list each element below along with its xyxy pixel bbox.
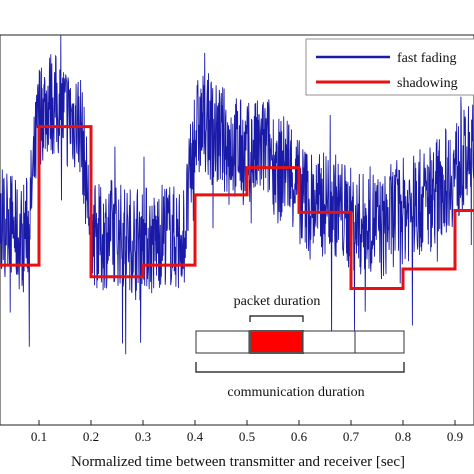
series-fast-fading [0, 34, 474, 355]
duration-annotation: packet duration communication duration [195, 294, 405, 400]
x-tick-label: 0.8 [395, 429, 411, 444]
x-tick-label: 0.2 [83, 429, 99, 444]
frame-slot-2-packet [249, 330, 304, 354]
x-tick-label: 0.3 [135, 429, 151, 444]
plot-frame [0, 34, 474, 426]
x-tick-label: 0.1 [31, 429, 47, 444]
shadowing-line [0, 125, 474, 290]
packet-duration-label: packet duration [234, 294, 321, 309]
communication-duration-brace [195, 362, 405, 373]
legend-label-fast-fading: fast fading [397, 51, 456, 66]
series-shadowing [0, 125, 474, 290]
x-tick-label: 0.9 [447, 429, 463, 444]
x-tick-label: 0.5 [239, 429, 255, 444]
communication-duration-label: communication duration [227, 385, 364, 400]
frame-slot-1 [195, 330, 250, 354]
x-tick-label: 0.7 [343, 429, 360, 444]
legend-label-shadowing: shadowing [397, 76, 458, 91]
legend-box [305, 38, 474, 96]
frame-slot-3 [302, 330, 356, 354]
x-tick-label: 0.4 [187, 429, 204, 444]
x-axis-ticks: 0.1 0.2 0.3 0.4 0.5 0.6 0.7 0.8 0.9 [31, 420, 463, 444]
x-axis-label: Normalized time between transmitter and … [71, 454, 405, 470]
legend: fast fading shadowing [305, 38, 474, 96]
x-tick-label: 0.6 [291, 429, 308, 444]
fast-fading-line [0, 34, 474, 355]
frame-slot-4 [354, 330, 405, 354]
packet-duration-brace [249, 315, 304, 322]
